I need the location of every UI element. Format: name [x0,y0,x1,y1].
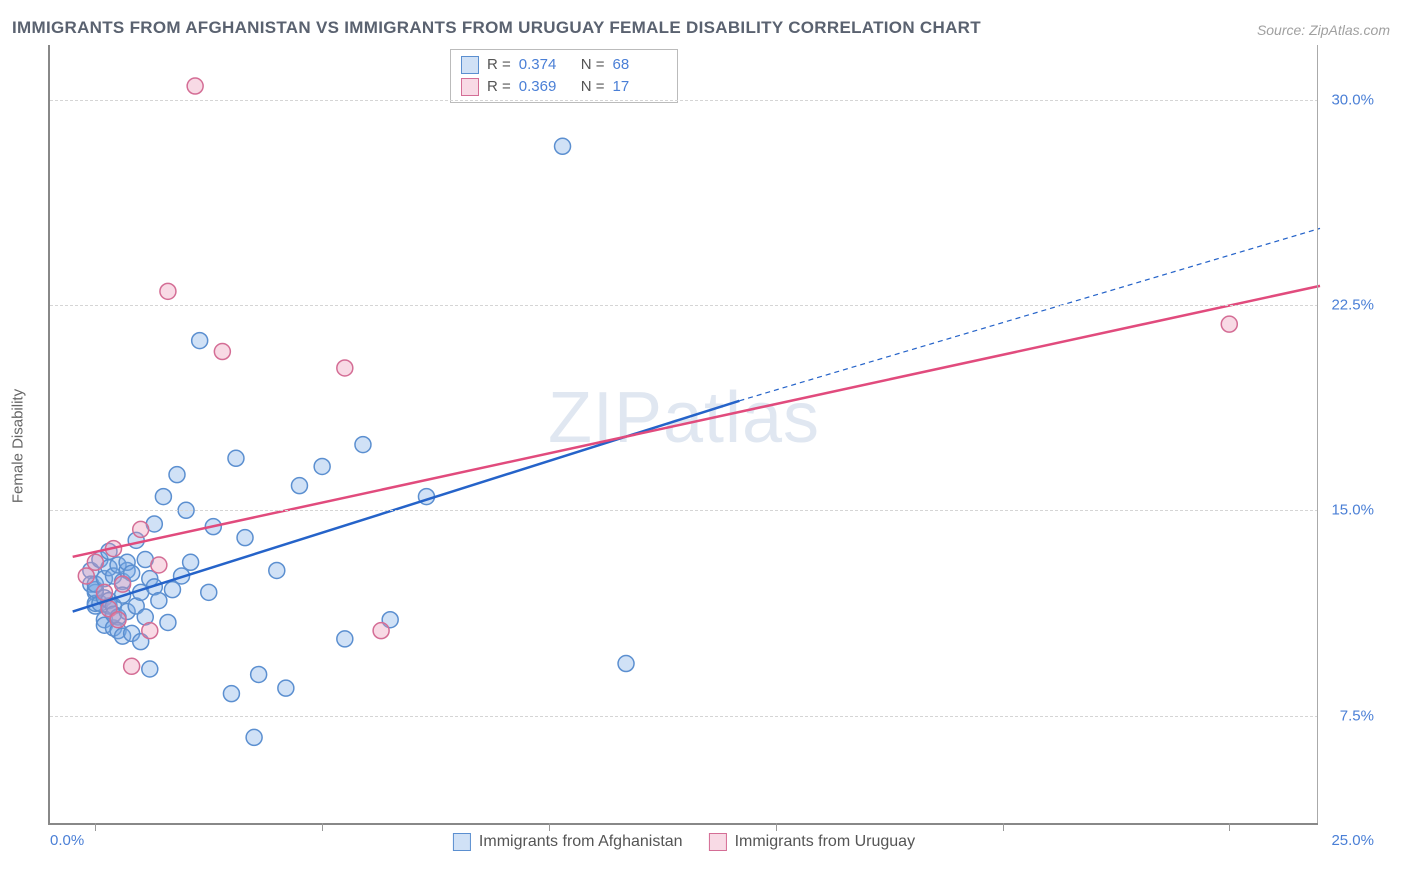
x-tick-mark [95,823,96,831]
legend-swatch-afghanistan [453,833,471,851]
scatter-point [192,333,208,349]
scatter-point [269,562,285,578]
scatter-point [142,661,158,677]
scatter-point [555,138,571,154]
r-value-afghanistan: 0.374 [519,54,573,76]
regression-line [73,286,1320,557]
scatter-point [96,584,112,600]
scatter-point [237,530,253,546]
legend-label-afghanistan: Immigrants from Afghanistan [479,833,683,851]
scatter-point [251,666,267,682]
scatter-point [246,729,262,745]
x-tick-mark [776,823,777,831]
x-tick-mark [549,823,550,831]
scatter-point [164,582,180,598]
legend-top: R = 0.374 N = 68 R = 0.369 N = 17 [450,49,678,103]
source-label: Source: ZipAtlas.com [1257,22,1390,38]
regression-line [73,401,740,612]
legend-bottom-uruguay: Immigrants from Uruguay [709,833,916,851]
scatter-point [133,521,149,537]
r-label: R = [487,54,511,76]
legend-bottom-afghanistan: Immigrants from Afghanistan [453,833,683,851]
x-tick-mark [1003,823,1004,831]
gridline-horizontal [50,716,1318,717]
legend-label-uruguay: Immigrants from Uruguay [735,833,916,851]
legend-top-row-afghanistan: R = 0.374 N = 68 [461,54,667,76]
x-tick-first: 0.0% [50,832,84,849]
chart-container: IMMIGRANTS FROM AFGHANISTAN VS IMMIGRANT… [0,0,1406,892]
scatter-point [115,576,131,592]
scatter-point [373,623,389,639]
plot-area: ZIPatlas R = 0.374 N = 68 R = 0.369 N = … [48,45,1318,825]
legend-bottom: Immigrants from Afghanistan Immigrants f… [453,833,915,851]
scatter-point [183,554,199,570]
chart-title: IMMIGRANTS FROM AFGHANISTAN VS IMMIGRANT… [12,18,981,38]
scatter-point [151,593,167,609]
gridline-horizontal [50,510,1318,511]
regression-line-extrapolated [739,228,1320,400]
scatter-point [124,658,140,674]
legend-swatch-uruguay [709,833,727,851]
y-tick-label: 15.0% [1331,502,1374,519]
y-axis-label: Female Disability [10,389,27,503]
legend-top-row-uruguay: R = 0.369 N = 17 [461,76,667,98]
x-tick-last: 25.0% [1331,832,1374,849]
scatter-point [291,478,307,494]
scatter-point [160,614,176,630]
n-label: N = [581,54,605,76]
x-tick-mark [322,823,323,831]
legend-swatch-afghanistan [461,56,479,74]
y-tick-label: 30.0% [1331,91,1374,108]
scatter-point [142,623,158,639]
scatter-point [110,612,126,628]
scatter-point [337,631,353,647]
scatter-point [1221,316,1237,332]
scatter-point [228,450,244,466]
r-label: R = [487,76,511,98]
y-tick-label: 22.5% [1331,297,1374,314]
legend-swatch-uruguay [461,78,479,96]
n-value-uruguay: 17 [613,76,667,98]
scatter-point [223,686,239,702]
gridline-horizontal [50,100,1318,101]
scatter-point [187,78,203,94]
scatter-point [314,458,330,474]
scatter-point [214,344,230,360]
n-value-afghanistan: 68 [613,54,667,76]
x-tick-mark [1229,823,1230,831]
scatter-point [87,554,103,570]
scatter-point [151,557,167,573]
plot-svg [50,45,1318,823]
n-label: N = [581,76,605,98]
y-tick-label: 7.5% [1340,707,1374,724]
scatter-point [355,437,371,453]
scatter-point [278,680,294,696]
scatter-point [618,656,634,672]
r-value-uruguay: 0.369 [519,76,573,98]
scatter-point [78,568,94,584]
scatter-point [337,360,353,376]
gridline-horizontal [50,305,1318,306]
scatter-point [169,467,185,483]
scatter-point [160,283,176,299]
scatter-point [155,489,171,505]
scatter-point [201,584,217,600]
